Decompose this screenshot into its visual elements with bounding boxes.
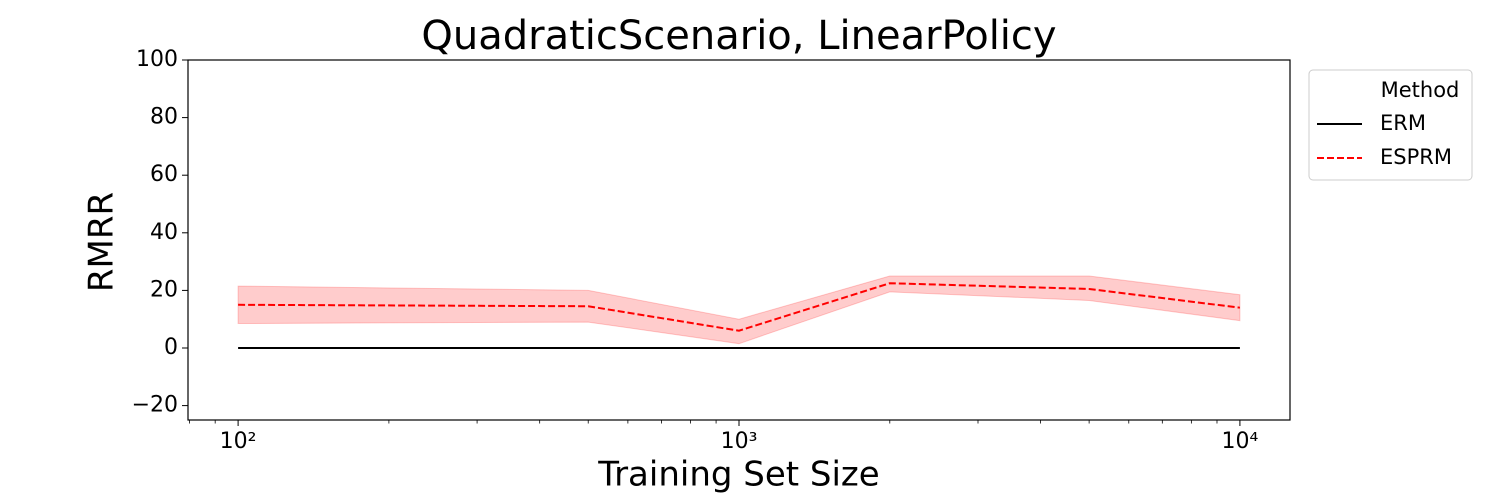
y-tick-label: 20 bbox=[150, 277, 178, 302]
x-tick-label: 10³ bbox=[721, 429, 758, 454]
legend-label: ERM bbox=[1380, 111, 1426, 135]
confidence-band bbox=[237, 275, 1241, 345]
y-tick-label: 80 bbox=[150, 105, 178, 130]
y-tick-label: 40 bbox=[150, 220, 178, 245]
line bbox=[238, 282, 1241, 332]
x-tick-label: 10⁴ bbox=[1221, 429, 1258, 454]
y-tick-label: 0 bbox=[164, 335, 178, 360]
legend-label: ESPRM bbox=[1380, 145, 1452, 169]
chart-title: QuadraticScenario, LinearPolicy bbox=[421, 13, 1056, 59]
axes-frame bbox=[187, 59, 1291, 421]
x-axis-label: Training Set Size bbox=[597, 455, 879, 495]
x-tick-label: 10² bbox=[220, 429, 257, 454]
legend bbox=[1308, 69, 1473, 181]
plot-area bbox=[237, 275, 1241, 349]
y-tick-label: −20 bbox=[132, 393, 178, 418]
y-axis-label: RMRR bbox=[82, 192, 122, 292]
y-tick-label: 100 bbox=[136, 47, 178, 72]
legend-title: Method bbox=[1381, 78, 1460, 102]
y-tick-label: 60 bbox=[150, 162, 178, 187]
